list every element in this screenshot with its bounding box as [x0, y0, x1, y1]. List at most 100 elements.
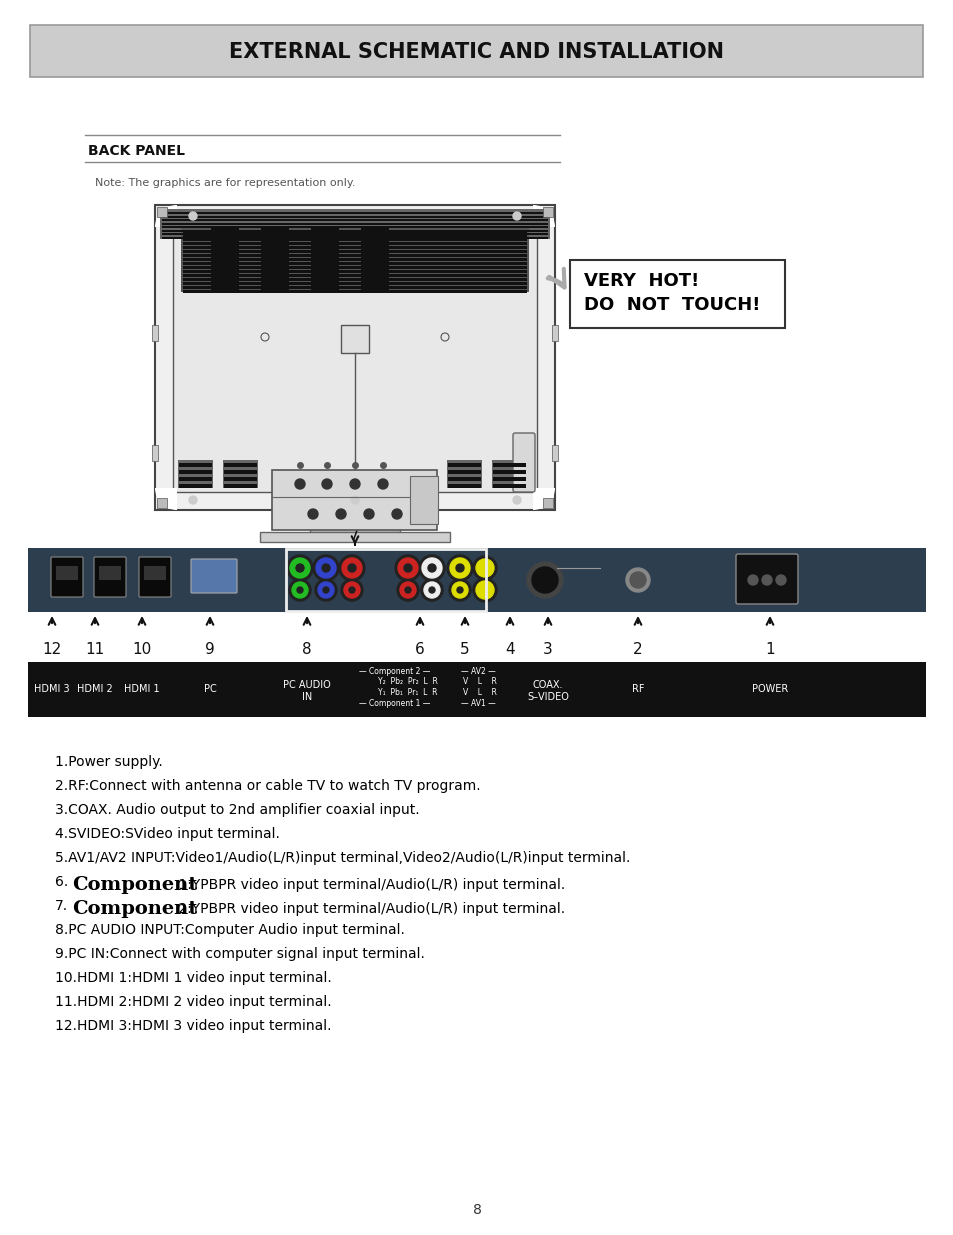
FancyBboxPatch shape	[162, 230, 547, 231]
FancyBboxPatch shape	[183, 278, 526, 280]
FancyBboxPatch shape	[223, 459, 257, 488]
FancyBboxPatch shape	[172, 224, 537, 492]
Text: 3: 3	[542, 642, 553, 657]
Text: 1: 1	[764, 642, 774, 657]
FancyBboxPatch shape	[224, 471, 256, 474]
FancyBboxPatch shape	[99, 566, 121, 580]
Text: Note: The graphics are for representation only.: Note: The graphics are for representatio…	[95, 178, 355, 188]
Text: 4.SVIDEO:SVideo input terminal.: 4.SVIDEO:SVideo input terminal.	[55, 827, 279, 841]
Circle shape	[317, 582, 334, 598]
Text: 2: 2	[633, 642, 642, 657]
Text: 9.PC IN:Connect with computer signal input terminal.: 9.PC IN:Connect with computer signal inp…	[55, 947, 424, 961]
Text: 10: 10	[132, 642, 152, 657]
FancyBboxPatch shape	[447, 459, 481, 488]
FancyBboxPatch shape	[162, 226, 547, 228]
FancyBboxPatch shape	[178, 459, 213, 488]
FancyBboxPatch shape	[273, 471, 437, 530]
FancyBboxPatch shape	[410, 475, 437, 524]
FancyBboxPatch shape	[183, 233, 526, 236]
FancyBboxPatch shape	[56, 566, 78, 580]
Text: 8.PC AUDIO INPUT:Computer Audio input terminal.: 8.PC AUDIO INPUT:Computer Audio input te…	[55, 923, 404, 937]
FancyBboxPatch shape	[513, 433, 535, 492]
Circle shape	[351, 496, 358, 504]
Circle shape	[189, 496, 196, 504]
FancyBboxPatch shape	[340, 325, 369, 353]
FancyBboxPatch shape	[569, 261, 784, 329]
Text: DO  NOT  TOUCH!: DO NOT TOUCH!	[583, 296, 760, 314]
Text: 1.Power supply.: 1.Power supply.	[55, 755, 163, 769]
Text: HDMI 2: HDMI 2	[77, 684, 112, 694]
FancyBboxPatch shape	[224, 484, 256, 488]
Wedge shape	[533, 488, 555, 510]
Circle shape	[341, 558, 361, 578]
FancyBboxPatch shape	[179, 471, 212, 474]
FancyBboxPatch shape	[493, 463, 525, 467]
Circle shape	[392, 509, 401, 519]
FancyBboxPatch shape	[448, 477, 480, 480]
FancyBboxPatch shape	[179, 477, 212, 480]
Text: — AV1 —: — AV1 —	[460, 699, 495, 708]
Text: IN: IN	[301, 693, 312, 703]
Circle shape	[629, 572, 645, 588]
Text: 4: 4	[505, 642, 515, 657]
FancyBboxPatch shape	[310, 510, 399, 532]
FancyBboxPatch shape	[183, 246, 526, 248]
Circle shape	[526, 562, 562, 598]
FancyBboxPatch shape	[552, 445, 558, 461]
FancyBboxPatch shape	[183, 254, 526, 257]
Text: Component: Component	[71, 900, 197, 918]
FancyBboxPatch shape	[183, 266, 526, 268]
FancyBboxPatch shape	[157, 498, 167, 508]
Text: V    L    R: V L R	[462, 688, 497, 697]
FancyBboxPatch shape	[191, 559, 236, 593]
FancyBboxPatch shape	[179, 463, 212, 467]
Text: RF: RF	[631, 684, 643, 694]
Text: 12.HDMI 3:HDMI 3 video input terminal.: 12.HDMI 3:HDMI 3 video input terminal.	[55, 1019, 331, 1032]
Circle shape	[449, 579, 471, 601]
FancyBboxPatch shape	[211, 227, 239, 291]
FancyBboxPatch shape	[162, 222, 547, 225]
FancyBboxPatch shape	[735, 555, 797, 604]
FancyBboxPatch shape	[30, 25, 923, 77]
FancyBboxPatch shape	[162, 219, 547, 221]
Circle shape	[396, 579, 418, 601]
FancyBboxPatch shape	[492, 459, 526, 488]
Text: 1:YPBPR video input terminal/Audio(L/R) input terminal.: 1:YPBPR video input terminal/Audio(L/R) …	[173, 878, 565, 892]
Circle shape	[625, 568, 649, 592]
Text: COAX.: COAX.	[532, 679, 562, 689]
Circle shape	[364, 509, 374, 519]
Circle shape	[403, 564, 412, 572]
Text: Y₁  Pb₁  Pr₁  L  R: Y₁ Pb₁ Pr₁ L R	[377, 688, 437, 697]
Text: 3.COAX. Audio output to 2nd amplifier coaxial input.: 3.COAX. Audio output to 2nd amplifier co…	[55, 803, 419, 818]
Circle shape	[348, 564, 355, 572]
FancyBboxPatch shape	[28, 548, 925, 613]
Wedge shape	[154, 488, 177, 510]
FancyBboxPatch shape	[260, 532, 450, 542]
FancyBboxPatch shape	[139, 557, 171, 597]
Circle shape	[315, 558, 335, 578]
Circle shape	[338, 555, 365, 580]
Circle shape	[513, 496, 520, 504]
Circle shape	[344, 582, 359, 598]
Text: 7.: 7.	[55, 899, 68, 913]
FancyBboxPatch shape	[183, 242, 526, 245]
Text: 10.HDMI 1:HDMI 1 video input terminal.: 10.HDMI 1:HDMI 1 video input terminal.	[55, 971, 332, 986]
FancyBboxPatch shape	[493, 484, 525, 488]
Text: 2:YPBPR video input terminal/Audio(L/R) input terminal.: 2:YPBPR video input terminal/Audio(L/R) …	[173, 902, 564, 916]
Circle shape	[314, 579, 336, 601]
Circle shape	[322, 479, 332, 489]
FancyBboxPatch shape	[183, 290, 526, 293]
Text: 5: 5	[459, 642, 469, 657]
FancyBboxPatch shape	[160, 209, 550, 240]
Circle shape	[399, 582, 416, 598]
FancyBboxPatch shape	[183, 258, 526, 261]
FancyBboxPatch shape	[448, 471, 480, 474]
Text: S–VIDEO: S–VIDEO	[526, 693, 568, 703]
FancyBboxPatch shape	[162, 212, 547, 214]
Circle shape	[189, 212, 196, 220]
FancyBboxPatch shape	[311, 227, 338, 291]
Circle shape	[747, 576, 758, 585]
Circle shape	[296, 587, 303, 593]
FancyBboxPatch shape	[224, 477, 256, 480]
FancyBboxPatch shape	[183, 282, 526, 284]
